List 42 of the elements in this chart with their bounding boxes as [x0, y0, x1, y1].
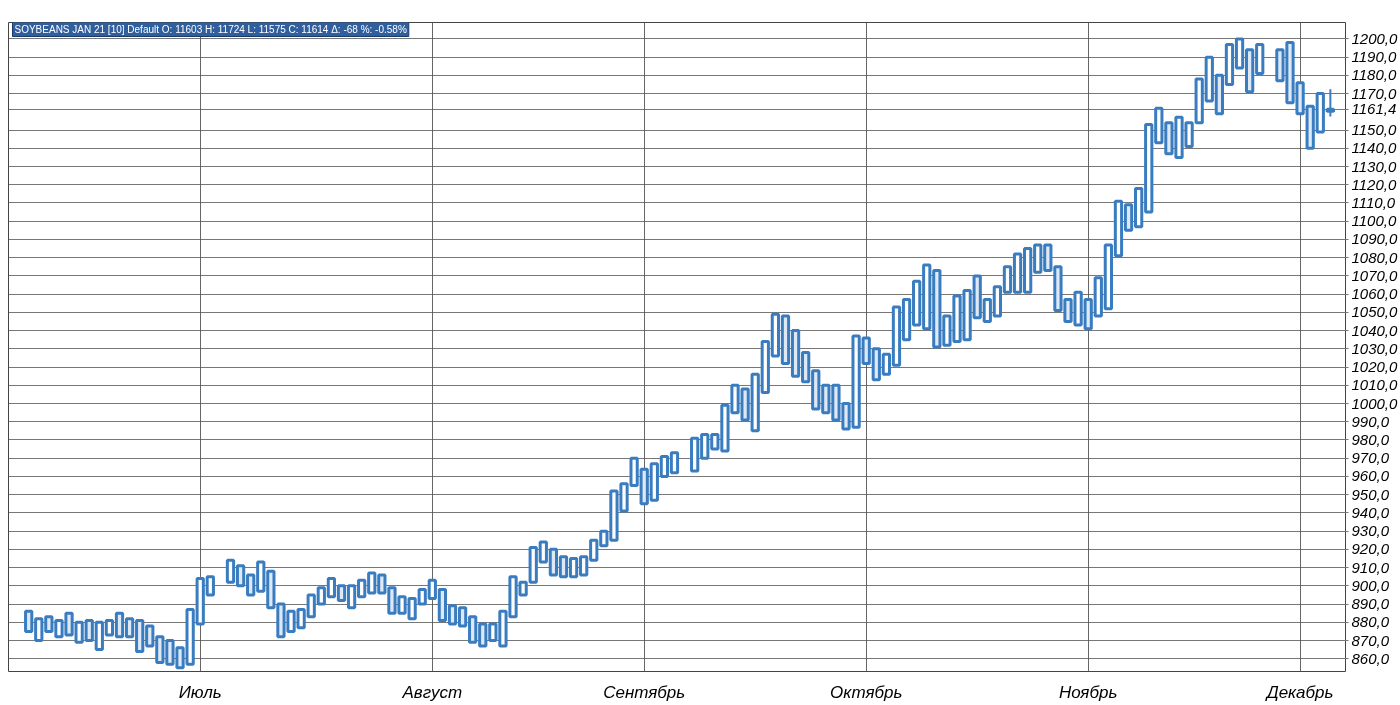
chart-title: SOYBEANS JAN 21 [10] Default O: 11603 H: 11724 L: 11575 C: 11614 Δ: -68 %: -0.58%: [14, 23, 407, 35]
y-tick-label: 940,0: [1351, 503, 1390, 521]
y-tick-label: 1030,0: [1351, 339, 1399, 357]
y-tick-label: 1161,4: [1351, 100, 1397, 118]
y-tick-label: 1000,0: [1351, 394, 1399, 412]
y-tick-label: 1090,0: [1351, 230, 1399, 248]
y-tick-label: 930,0: [1351, 522, 1390, 540]
x-tick-label: Декабрь: [1264, 682, 1334, 702]
y-tick-label: 1110,0: [1351, 193, 1396, 211]
y-tick-label: 1040,0: [1351, 321, 1399, 339]
x-tick-label: Сентябрь: [603, 682, 686, 702]
x-tick-label: Октябрь: [829, 682, 903, 702]
y-tick-label: 1060,0: [1351, 285, 1399, 303]
y-tick-label: 950,0: [1351, 485, 1390, 503]
y-tick-label: 900,0: [1351, 576, 1390, 594]
y-tick-label: 1190,0: [1351, 48, 1397, 66]
y-tick-label: 1180,0: [1351, 66, 1397, 84]
y-tick-label: 910,0: [1351, 558, 1390, 576]
y-tick-label: 1070,0: [1351, 266, 1399, 284]
y-tick-label: 1150,0: [1351, 121, 1397, 139]
y-tick-label: 980,0: [1351, 430, 1390, 448]
y-tick-label: 1120,0: [1351, 175, 1397, 193]
y-tick-label: 860,0: [1351, 649, 1390, 667]
y-tick-label: 1130,0: [1351, 157, 1397, 175]
y-tick-label: 1050,0: [1351, 303, 1399, 321]
y-tick-label: 1080,0: [1351, 248, 1399, 266]
y-tick-label: 920,0: [1351, 540, 1390, 558]
y-tick-label: 970,0: [1351, 449, 1390, 467]
y-tick-label: 1100,0: [1351, 212, 1397, 230]
y-tick-label: 1140,0: [1351, 139, 1397, 157]
y-tick-label: 960,0: [1351, 467, 1390, 485]
y-tick-label: 1200,0: [1351, 29, 1399, 47]
y-tick-label: 990,0: [1351, 412, 1390, 430]
y-tick-label: 870,0: [1351, 631, 1390, 649]
y-tick-label: 1010,0: [1351, 376, 1399, 394]
x-tick-label: Август: [401, 682, 463, 702]
y-tick-label: 890,0: [1351, 595, 1390, 613]
y-tick-label: 880,0: [1351, 613, 1390, 631]
x-tick-label: Ноябрь: [1058, 682, 1118, 702]
y-tick-label: 1170,0: [1351, 84, 1397, 102]
y-tick-label: 1020,0: [1351, 358, 1399, 376]
x-tick-label: Июль: [178, 682, 222, 702]
